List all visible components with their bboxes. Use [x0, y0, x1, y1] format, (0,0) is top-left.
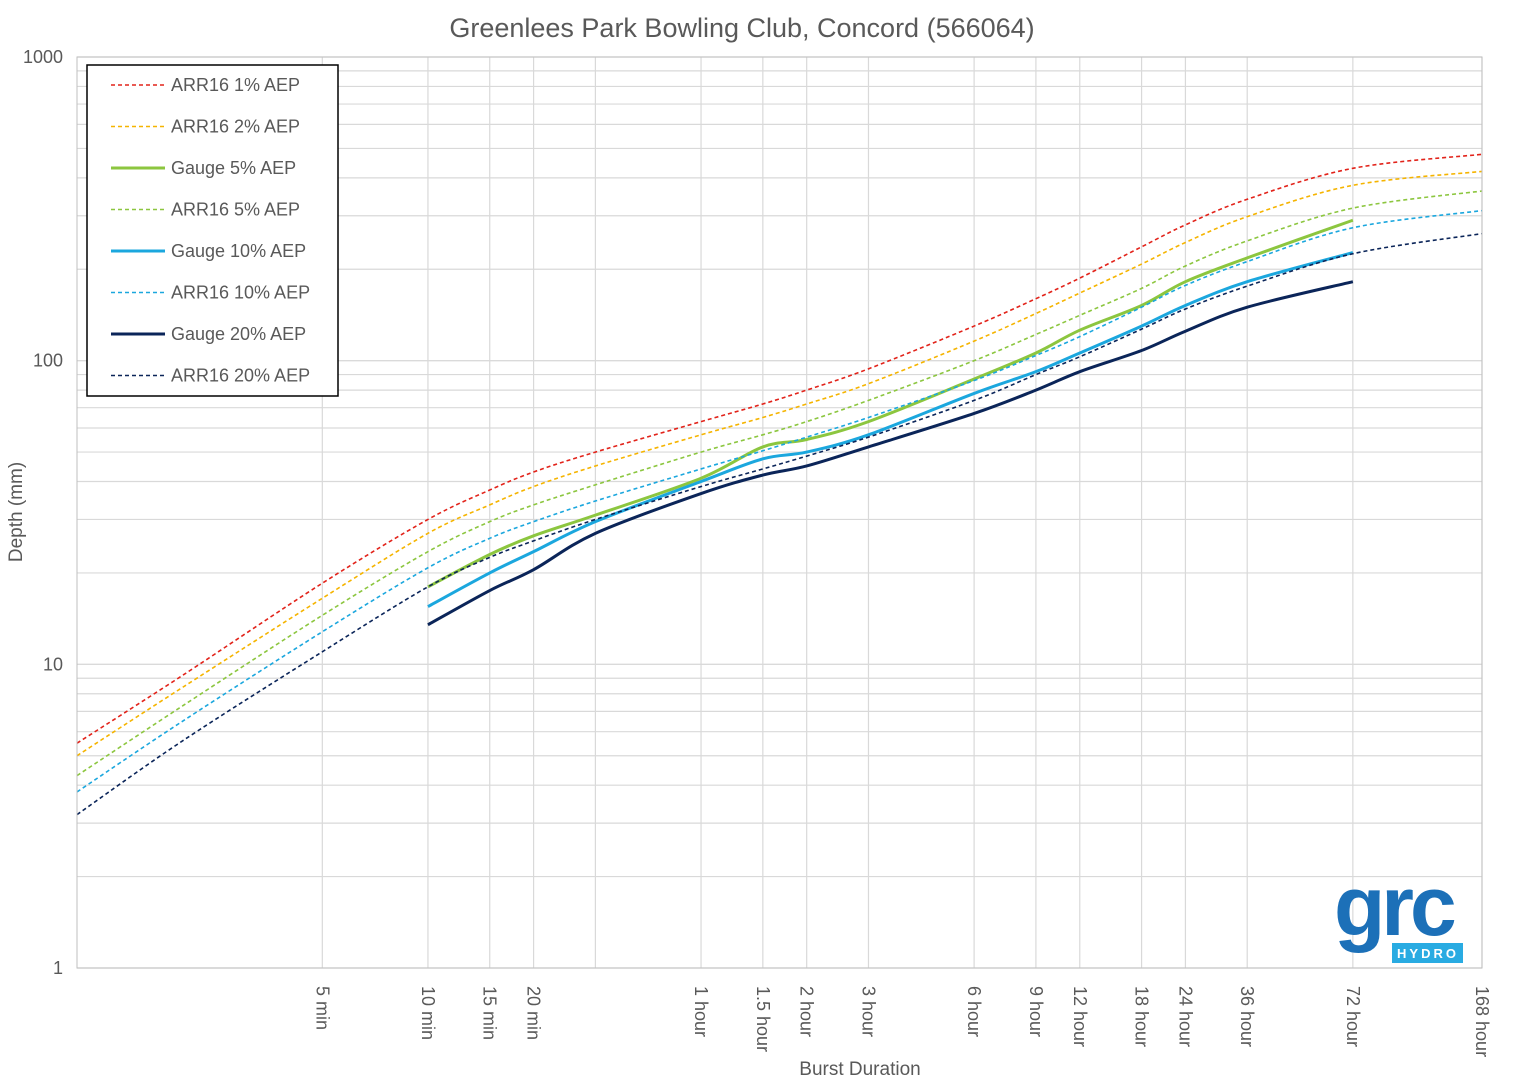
- logo-subtext: HYDRO: [1397, 946, 1459, 961]
- legend-label: ARR16 5% AEP: [171, 200, 300, 220]
- x-tick-label: 15 min: [480, 986, 500, 1040]
- logo-text: grc: [1334, 859, 1455, 953]
- y-axis-title: Depth (mm): [6, 462, 27, 562]
- legend-label: ARR16 20% AEP: [171, 366, 310, 386]
- series-line-arr16-1-aep: [76, 153, 1483, 744]
- x-axis-ticks: 5 min 10 min 15 min 20 min 1 hour 1.5 hour 2 h…: [312, 986, 1492, 1057]
- x-tick-label: 2 hour: [797, 986, 817, 1037]
- x-tick-label: 6 hour: [964, 986, 984, 1037]
- x-tick-label: 24 hour: [1175, 986, 1195, 1047]
- y-tick-label: 100: [33, 351, 63, 371]
- series-line-gauge-5-aep: [427, 218, 1354, 589]
- legend-label: Gauge 20% AEP: [171, 324, 306, 344]
- legend-label: Gauge 10% AEP: [171, 241, 306, 261]
- x-tick-label: 1.5 hour: [753, 986, 773, 1052]
- x-tick-label: 1 hour: [691, 986, 711, 1037]
- y-axis-ticks: 1 10 100 1000: [23, 47, 63, 978]
- x-tick-label: 9 hour: [1026, 986, 1046, 1037]
- y-tick-label: 1: [53, 958, 63, 978]
- series-line-arr16-10-aep: [76, 209, 1483, 793]
- legend-box: [86, 64, 339, 397]
- y-tick-label: 1000: [23, 47, 63, 67]
- series-line-gauge-10-aep: [427, 251, 1354, 608]
- x-tick-label: 20 min: [524, 986, 544, 1040]
- series-line-gauge-20-aep: [427, 280, 1354, 627]
- x-tick-label: 10 min: [418, 986, 438, 1040]
- x-tick-label: 72 hour: [1343, 986, 1363, 1047]
- series-line-arr16-20-aep: [76, 232, 1483, 816]
- y-tick-label: 10: [43, 654, 63, 674]
- x-tick-label: 18 hour: [1132, 986, 1152, 1047]
- legend-label: Gauge 5% AEP: [171, 158, 296, 178]
- x-tick-label: 36 hour: [1237, 986, 1257, 1047]
- logo-subtext-bg: [1392, 943, 1463, 963]
- grc-hydro-logo: grc HYDRO: [1334, 859, 1463, 963]
- legend-label: ARR16 1% AEP: [171, 75, 300, 95]
- x-tick-label: 168 hour: [1472, 986, 1492, 1057]
- x-tick-label: 5 min: [312, 986, 332, 1030]
- series-layer: [76, 153, 1483, 816]
- x-tick-label: 12 hour: [1070, 986, 1090, 1047]
- plot-area-border: [76, 56, 1483, 969]
- x-tick-label: 3 hour: [858, 986, 878, 1037]
- series-line-arr16-2-aep: [76, 170, 1483, 757]
- legend-label: ARR16 10% AEP: [171, 283, 310, 303]
- legend: ARR16 1% AEP ARR16 2% AEP Gauge 5% AEP ARR1…: [86, 64, 339, 397]
- x-axis-title: Burst Duration: [799, 1059, 920, 1080]
- series-line-arr16-5-aep: [76, 190, 1483, 777]
- chart-title: Greenlees Park Bowling Club, Concord (56…: [449, 13, 1034, 43]
- legend-label: ARR16 2% AEP: [171, 117, 300, 137]
